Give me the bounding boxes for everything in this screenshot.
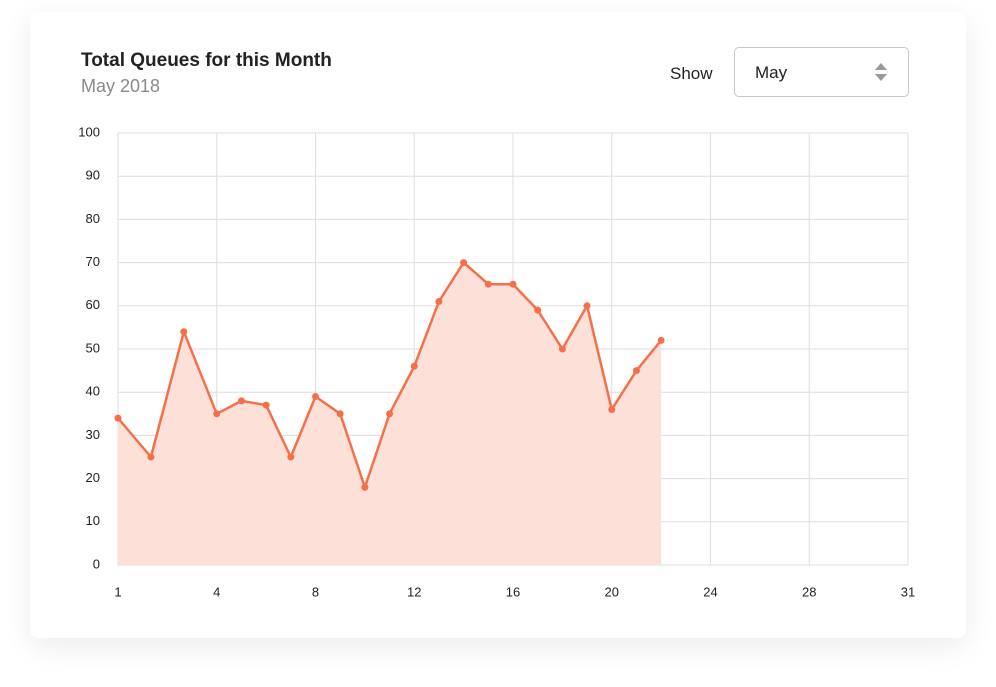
y-tick-label: 80	[86, 211, 100, 226]
y-tick-label: 20	[86, 470, 100, 485]
point	[213, 410, 221, 418]
y-tick-label: 30	[86, 427, 100, 442]
point	[237, 397, 245, 405]
x-tick-label: 28	[802, 584, 816, 599]
point	[583, 302, 591, 310]
y-tick-label: 90	[86, 168, 100, 183]
x-tick-label: 8	[312, 584, 319, 599]
point	[287, 453, 295, 461]
x-tick-label: 24	[703, 584, 717, 599]
point	[534, 306, 542, 314]
point	[509, 280, 517, 288]
point	[147, 453, 155, 461]
show-label: Show	[670, 64, 713, 83]
month-select[interactable]: May	[734, 47, 909, 97]
point	[558, 345, 566, 353]
chart-subtitle: May 2018	[81, 76, 161, 96]
select-arrows	[875, 63, 887, 81]
point	[460, 259, 468, 267]
point	[410, 362, 418, 370]
point	[484, 280, 492, 288]
y-tick-label: 40	[86, 384, 100, 399]
x-tick-label: 12	[407, 584, 421, 599]
point	[632, 367, 640, 375]
x-tick-label: 4	[213, 584, 220, 599]
point	[608, 405, 616, 413]
y-tick-label: 0	[93, 556, 100, 571]
point	[180, 328, 188, 336]
y-tick-label: 70	[86, 254, 100, 269]
point	[361, 483, 369, 491]
y-tick-label: 60	[86, 297, 100, 312]
x-tick-label: 31	[901, 584, 915, 599]
point	[114, 414, 122, 422]
point	[262, 401, 270, 409]
x-tick-label: 16	[506, 584, 520, 599]
chart-title: Total Queues for this Month	[81, 50, 332, 71]
point	[336, 410, 344, 418]
point	[657, 336, 665, 344]
x-tick-label: 20	[605, 584, 619, 599]
line	[117, 261, 663, 489]
point	[386, 410, 394, 418]
select-value: May	[755, 63, 788, 82]
point	[435, 297, 443, 305]
y-tick-label: 10	[86, 513, 100, 528]
y-tick-label: 100	[78, 124, 100, 139]
y-tick-label: 50	[86, 340, 100, 355]
x-tick-label: 1	[114, 584, 121, 599]
point	[312, 393, 319, 401]
